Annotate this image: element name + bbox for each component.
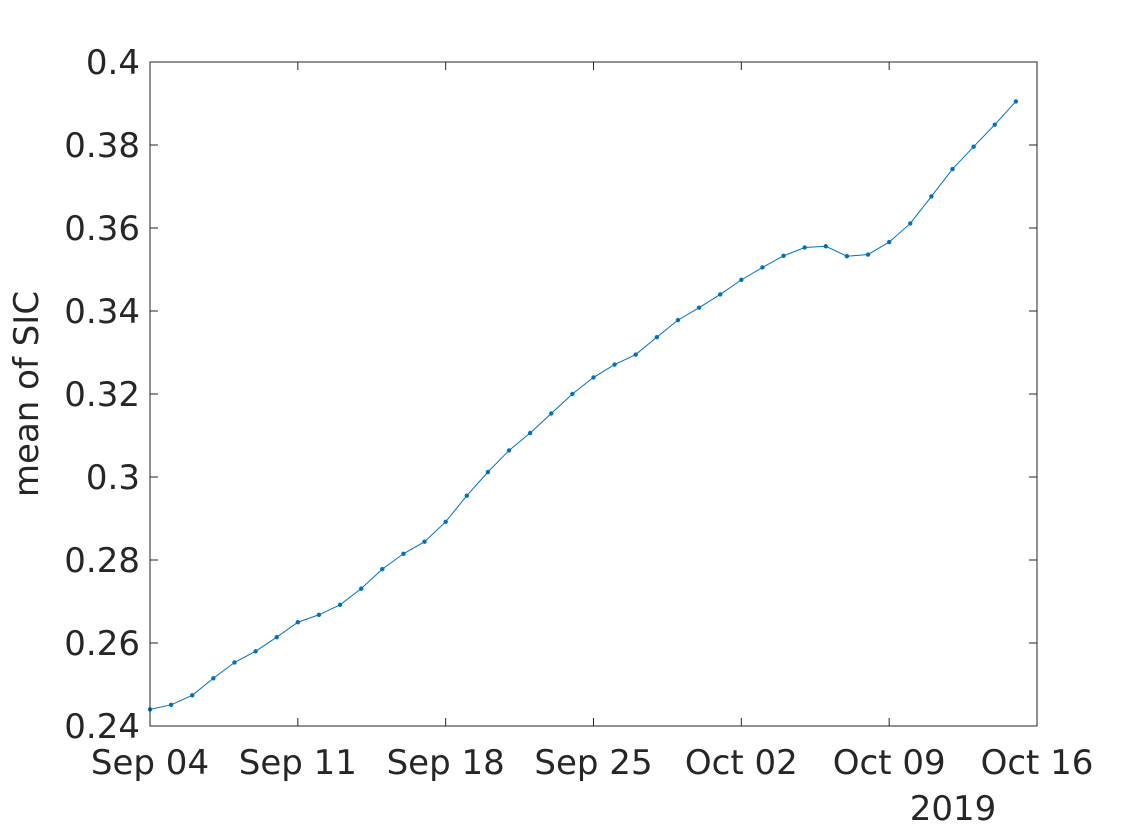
data-point [253,649,258,654]
data-point [971,144,976,149]
data-point [781,253,786,259]
data-point [675,317,681,323]
y-tick-label: 0.32 [64,375,140,415]
data-point [802,245,807,250]
data-point [760,265,765,270]
data-point [485,469,491,475]
data-point [506,448,512,453]
data-point [337,602,343,608]
data-point [865,252,871,257]
data-point [274,634,279,640]
data-point [612,362,617,367]
series-layer [147,99,1019,712]
x-tick-label: Sep 18 [387,743,505,783]
x-axis-year-label: 2019 [910,789,997,829]
data-point [168,702,174,708]
data-point [464,493,469,498]
data-point [654,334,660,340]
data-point [929,194,934,199]
data-point [591,375,596,380]
data-point [718,292,723,297]
y-tick-label: 0.38 [64,126,140,166]
data-point [316,612,322,617]
data-point [232,660,237,665]
data-point [992,122,997,127]
x-tick-label: Sep 11 [239,743,357,783]
data-point [527,430,533,436]
y-tick-label: 0.34 [64,292,140,332]
data-point [823,244,829,249]
data-point [401,551,406,556]
data-point [358,586,364,591]
data-point [295,620,301,625]
data-point [549,411,554,416]
data-point [422,539,427,544]
data-point [696,305,702,310]
data-point [908,221,913,226]
data-point [633,352,638,357]
data-point [1013,99,1019,104]
data-point [739,277,744,283]
y-tick-label: 0.28 [64,541,140,581]
x-tick-label: Sep 04 [91,743,209,783]
data-point [211,676,216,681]
series-line [149,101,1017,710]
y-tick-label: 0.36 [64,209,140,249]
x-tick-label: Oct 16 [981,743,1094,783]
x-tick-label: Sep 25 [534,743,652,783]
y-tick-label: 0.4 [86,43,140,83]
y-tick-label: 0.24 [64,707,140,747]
labels-layer: 0.24 0.26 0.28 0.3 0.32 0.34 0.36 0.38 0.4 Sep 04… [64,43,1093,783]
y-tick-label: 0.26 [64,624,140,664]
data-point [380,566,385,572]
data-point [844,254,850,259]
x-tick-label: Oct 02 [685,743,798,783]
y-axis-label: mean of SIC [7,291,47,497]
data-point [570,391,575,397]
data-point [443,519,448,525]
data-point [886,239,892,245]
x-tick-label: Oct 09 [833,743,946,783]
data-point [190,693,195,698]
plot-area-box [149,61,1038,727]
data-point [950,166,955,172]
y-tick-label: 0.3 [86,458,140,498]
